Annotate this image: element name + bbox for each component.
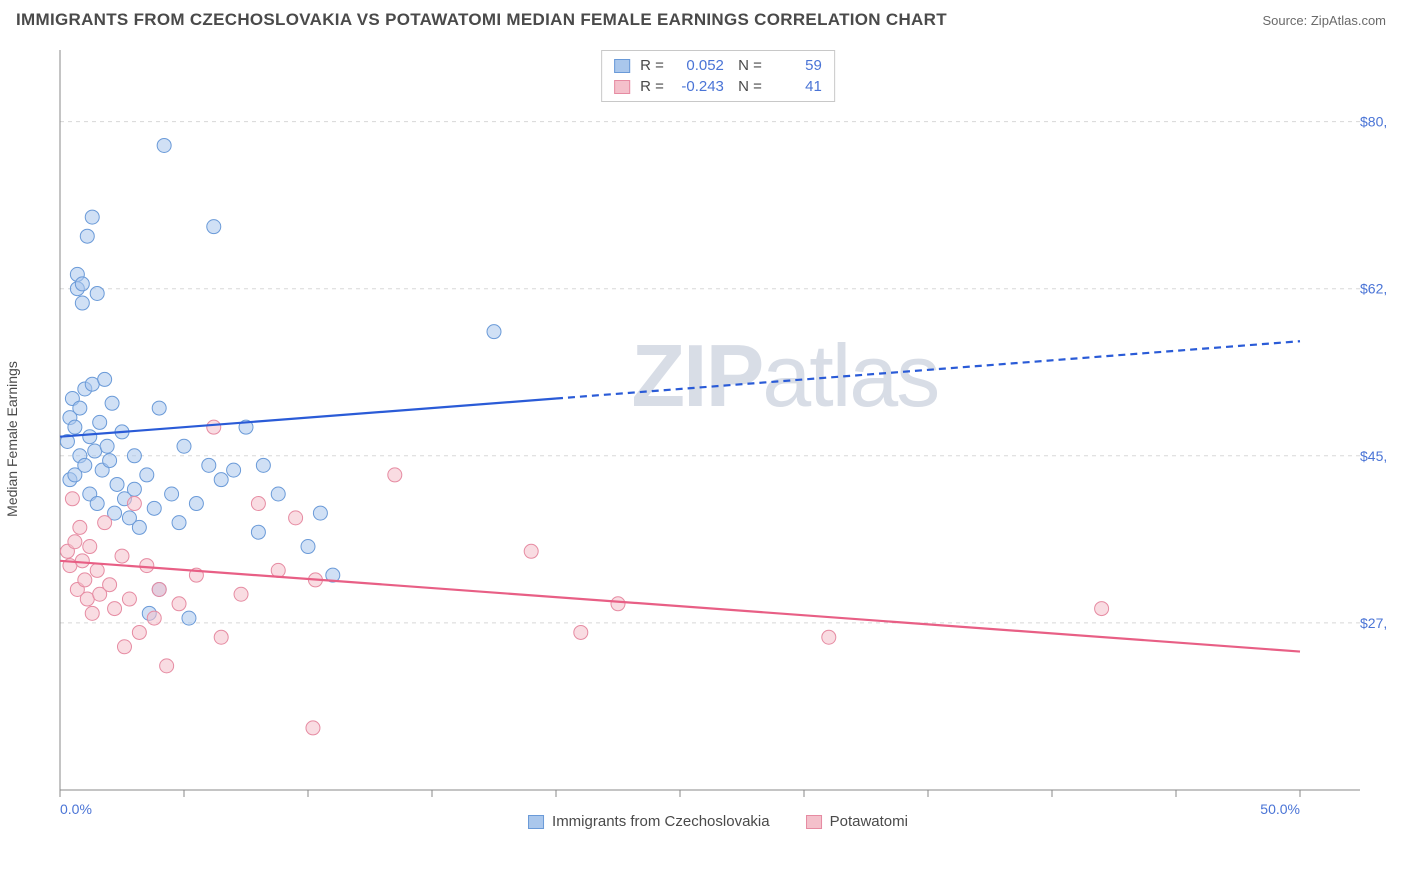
stat-r-label: R = [640, 57, 664, 74]
chart-area: Median Female Earnings ZIPatlas $27,500$… [50, 44, 1386, 834]
swatch-series-0 [614, 59, 630, 73]
stat-r-value-1: -0.243 [674, 78, 724, 95]
stats-legend-box: R = 0.052 N = 59 R = -0.243 N = 41 [601, 50, 835, 102]
legend-item-0: Immigrants from Czechoslovakia [528, 813, 770, 830]
scatter-plot: $27,500 $45,000 $62,500 $80,000 0.0% 50.0% [50, 44, 1386, 834]
stat-n-label: N = [734, 78, 762, 95]
svg-text:0.0%: 0.0% [60, 801, 92, 817]
legend-item-1: Potawatomi [806, 813, 908, 830]
svg-text:$62,500: $62,500 [1360, 281, 1386, 297]
stats-row-series-1: R = -0.243 N = 41 [614, 76, 822, 97]
svg-text:$27,500: $27,500 [1360, 615, 1386, 631]
y-axis-label: Median Female Earnings [4, 361, 20, 517]
swatch-series-1 [614, 80, 630, 94]
chart-source: Source: ZipAtlas.com [1262, 13, 1386, 28]
chart-title: IMMIGRANTS FROM CZECHOSLOVAKIA VS POTAWA… [16, 10, 947, 30]
svg-text:$80,000: $80,000 [1360, 114, 1386, 130]
legend-label-0: Immigrants from Czechoslovakia [552, 813, 770, 830]
svg-text:50.0%: 50.0% [1260, 801, 1300, 817]
legend-swatch-1 [806, 815, 822, 829]
svg-text:$45,000: $45,000 [1360, 448, 1386, 464]
chart-header: IMMIGRANTS FROM CZECHOSLOVAKIA VS POTAWA… [0, 0, 1406, 36]
stat-n-label: N = [734, 57, 762, 74]
stats-row-series-0: R = 0.052 N = 59 [614, 55, 822, 76]
stat-n-value-1: 41 [772, 78, 822, 95]
stat-r-label: R = [640, 78, 664, 95]
stat-n-value-0: 59 [772, 57, 822, 74]
stat-r-value-0: 0.052 [674, 57, 724, 74]
legend-label-1: Potawatomi [830, 813, 908, 830]
bottom-legend: Immigrants from Czechoslovakia Potawatom… [528, 813, 908, 830]
legend-swatch-0 [528, 815, 544, 829]
